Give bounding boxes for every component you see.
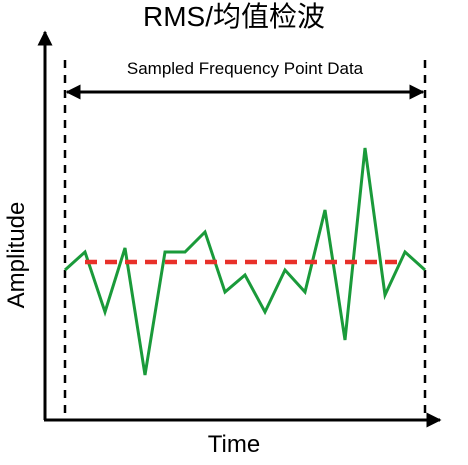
x-axis-label: Time <box>208 431 260 458</box>
span-label: Sampled Frequency Point Data <box>127 59 364 78</box>
chart-title: RMS/均值检波 <box>143 1 325 32</box>
data-line <box>63 147 427 376</box>
y-axis-label: Amplitude <box>3 202 30 309</box>
